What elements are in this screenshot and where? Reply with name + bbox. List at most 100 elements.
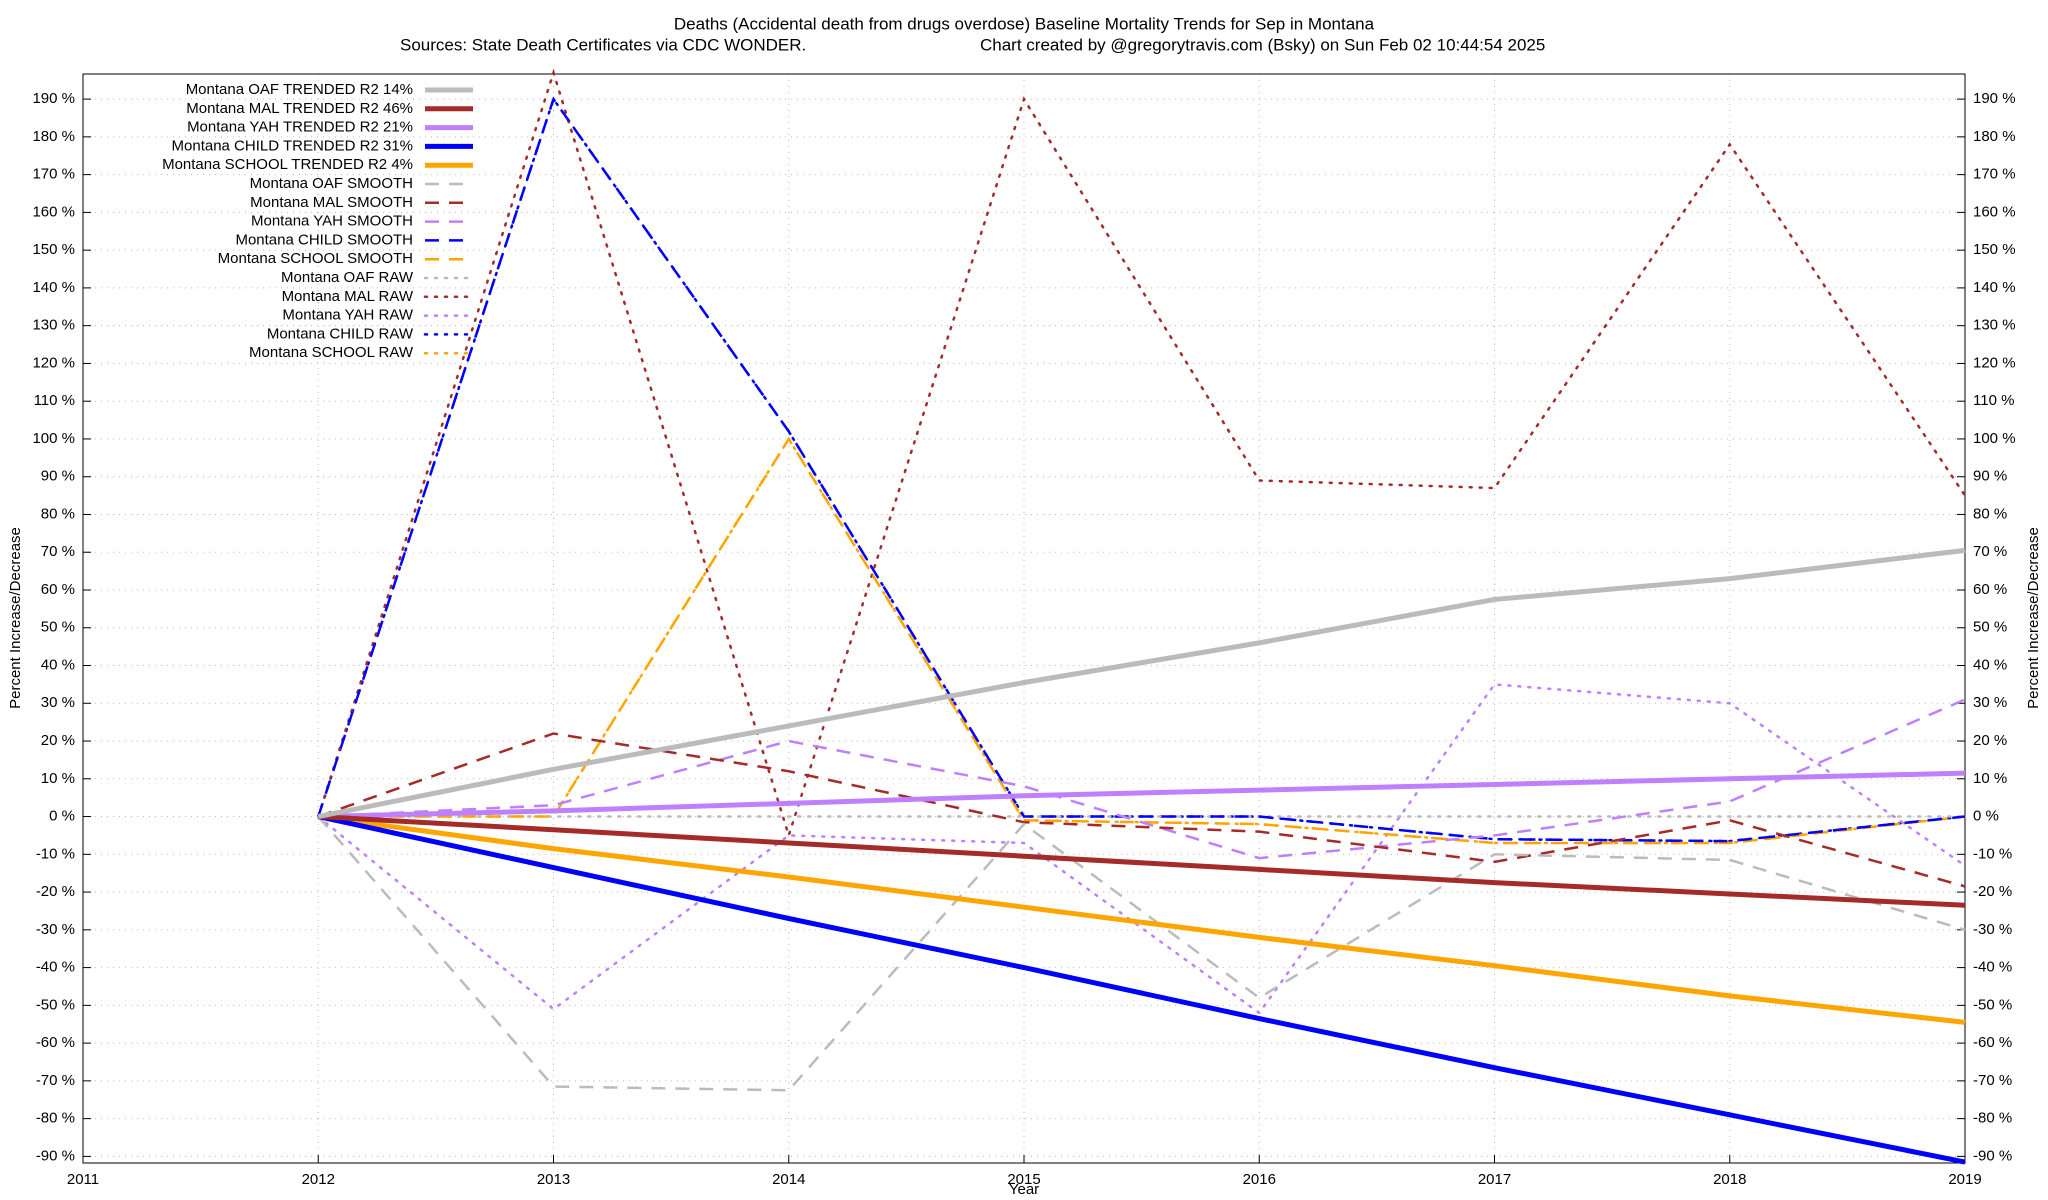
x-tick-label: 2012: [302, 1171, 335, 1188]
y2-tick-label: -20 %: [1973, 883, 2012, 900]
y2-tick-label: 90 %: [1973, 468, 2007, 485]
y2-tick-label: 190 %: [1973, 90, 2016, 107]
y-tick-label: 130 %: [32, 317, 75, 334]
y2-tick-label: 70 %: [1973, 543, 2007, 560]
y-tick-label: -80 %: [36, 1110, 75, 1127]
y-tick-label: 140 %: [32, 279, 75, 296]
y2-tick-label: 0 %: [1973, 808, 1999, 825]
y-tick-label: 180 %: [32, 128, 75, 145]
y2-tick-label: 10 %: [1973, 770, 2007, 787]
y-tick-label: 60 %: [41, 581, 75, 598]
legend-label: Montana YAH TRENDED R2 21%: [187, 119, 413, 136]
y-axis-label: Percent Increase/Decrease: [7, 527, 24, 709]
y2-tick-label: -60 %: [1973, 1034, 2012, 1051]
y-tick-label: 190 %: [32, 90, 75, 107]
y-tick-label: 160 %: [32, 203, 75, 220]
y2-tick-label: 60 %: [1973, 581, 2007, 598]
chart-title: Deaths (Accidental death from drugs over…: [674, 14, 1375, 33]
legend-label: Montana SCHOOL RAW: [249, 344, 414, 361]
x-tick-label: 2019: [1948, 1171, 1981, 1188]
x-tick-label: 2017: [1478, 1171, 1511, 1188]
series-line: [317, 436, 1967, 845]
y-tick-label: 90 %: [41, 468, 75, 485]
series-line: [318, 770, 1966, 820]
series-line: [317, 96, 1966, 843]
legend-label: Montana SCHOOL TRENDED R2 4%: [162, 156, 413, 173]
y-tick-label: 70 %: [41, 543, 75, 560]
y-tick-label: 150 %: [32, 241, 75, 258]
series-line: [318, 814, 1966, 908]
y2-tick-label: 30 %: [1973, 694, 2007, 711]
y-tick-label: -10 %: [36, 845, 75, 862]
y2-tick-label: -10 %: [1973, 845, 2012, 862]
x-tick-label: 2016: [1243, 1171, 1276, 1188]
y-tick-label: -40 %: [36, 959, 75, 976]
legend-label: Montana CHILD SMOOTH: [235, 231, 413, 248]
y-tick-label: 20 %: [41, 732, 75, 749]
series-line: [317, 815, 1966, 1092]
legend-label: Montana OAF TRENDED R2 14%: [186, 81, 413, 98]
y2-tick-label: -30 %: [1973, 921, 2012, 938]
y2-tick-label: 140 %: [1973, 279, 2016, 296]
plot-frame: [82, 73, 1966, 1164]
y-tick-label: -60 %: [36, 1034, 75, 1051]
legend-label: Montana SCHOOL SMOOTH: [218, 250, 413, 267]
legend-label: Montana YAH SMOOTH: [251, 213, 413, 230]
legend-label: Montana CHILD RAW: [267, 325, 414, 342]
y2-tick-label: 120 %: [1973, 354, 2016, 371]
y-tick-label: 10 %: [41, 770, 75, 787]
y2-tick-label: -90 %: [1973, 1147, 2012, 1164]
y-tick-label: -90 %: [36, 1147, 75, 1164]
y2-tick-label: 170 %: [1973, 166, 2016, 183]
series-line: [318, 698, 1966, 860]
series-line: [317, 547, 1966, 820]
y2-tick-label: 180 %: [1973, 128, 2016, 145]
y2-tick-label: 40 %: [1973, 656, 2007, 673]
y-tick-label: 0 %: [49, 808, 75, 825]
y2-tick-label: -70 %: [1973, 1072, 2012, 1089]
y-tick-label: 170 %: [32, 166, 75, 183]
y-tick-label: 30 %: [41, 694, 75, 711]
series-line: [317, 814, 1966, 1025]
legend-label: Montana OAF SMOOTH: [250, 175, 413, 192]
y-tick-label: 40 %: [41, 656, 75, 673]
y2-tick-label: 160 %: [1973, 203, 2016, 220]
x-tick-label: 2015: [1007, 1171, 1040, 1188]
x-tick-label: 2018: [1713, 1171, 1746, 1188]
y2-axis-label: Percent Increase/Decrease: [2025, 527, 2042, 709]
x-axis-label: Year: [1009, 1181, 1039, 1198]
y2-tick-label: 20 %: [1973, 732, 2007, 749]
legend-label: Montana MAL RAW: [282, 288, 414, 305]
y-tick-label: 50 %: [41, 619, 75, 636]
y-tick-label: -70 %: [36, 1072, 75, 1089]
y-tick-label: -30 %: [36, 921, 75, 938]
legend-label: Montana OAF RAW: [281, 269, 414, 286]
series-line: [317, 732, 1966, 888]
x-tick-label: 2013: [537, 1171, 570, 1188]
x-tick-label: 2011: [67, 1171, 99, 1188]
chart-credit: Chart created by @gregorytravis.com (Bsk…: [980, 35, 1545, 54]
chart-subtitle: Sources: State Death Certificates via CD…: [400, 35, 806, 54]
legend-label: Montana CHILD TRENDED R2 31%: [172, 137, 413, 154]
y2-tick-label: 50 %: [1973, 619, 2007, 636]
legend-label: Montana YAH RAW: [282, 307, 413, 324]
y2-tick-label: -80 %: [1973, 1110, 2012, 1127]
y2-tick-label: 130 %: [1973, 317, 2016, 334]
legend-label: Montana MAL SMOOTH: [250, 194, 413, 211]
series-line: [317, 683, 1967, 1015]
x-tick-label: 2014: [772, 1171, 805, 1188]
y2-tick-label: -50 %: [1973, 996, 2012, 1013]
series-line: [317, 814, 1966, 1165]
y-tick-label: 120 %: [32, 354, 75, 371]
legend-label: Montana MAL TRENDED R2 46%: [186, 100, 413, 117]
y-tick-label: -20 %: [36, 883, 75, 900]
y-tick-label: 80 %: [41, 505, 75, 522]
series-line: [317, 68, 1967, 840]
y2-tick-label: 100 %: [1973, 430, 2016, 447]
y2-tick-label: -40 %: [1973, 959, 2012, 976]
y-tick-label: 100 %: [32, 430, 75, 447]
y-tick-label: 110 %: [34, 392, 75, 409]
y-tick-label: -50 %: [36, 996, 75, 1013]
